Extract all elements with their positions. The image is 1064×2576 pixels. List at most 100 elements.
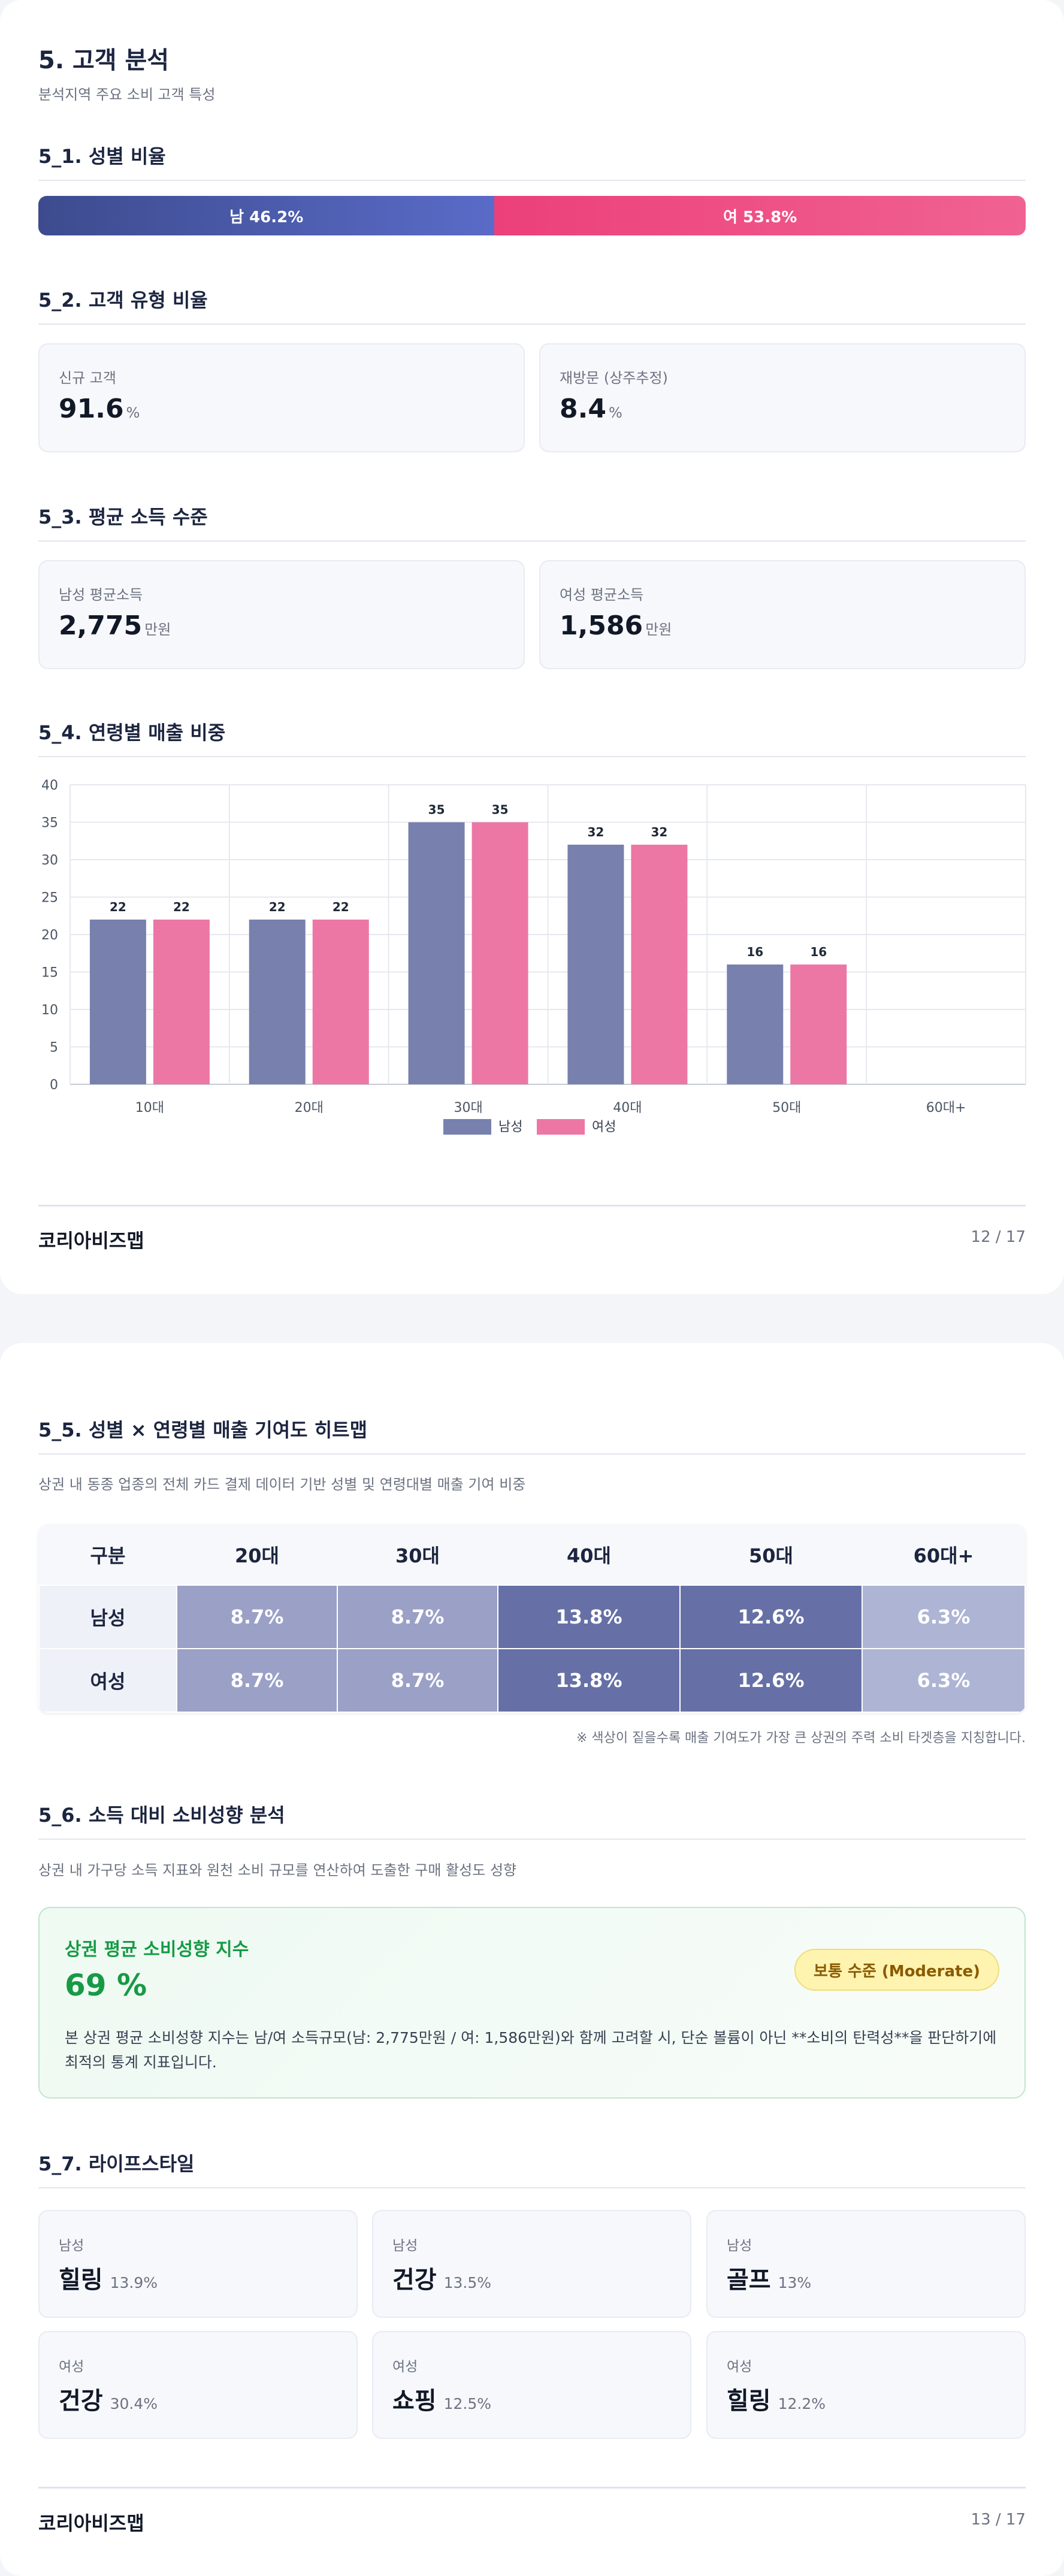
bar-female	[631, 845, 688, 1084]
heatmap-row-label: 남성	[38, 1585, 177, 1649]
heatmap-col-header: 30대	[337, 1524, 498, 1585]
lifestyle-percent: 12.5%	[443, 2395, 492, 2412]
report-page-12: 5. 고객 분석 분석지역 주요 소비 고객 특성 5_1. 성별 비율 남 4…	[0, 0, 1064, 1294]
male-segment: 남 46.2%	[38, 196, 495, 235]
lifestyle-keyword: 건강 30.4%	[59, 2381, 158, 2416]
heatmap-cell: 6.3%	[862, 1648, 1026, 1713]
bar-data-label: 22	[173, 900, 190, 914]
male-income-number: 2,775	[59, 610, 143, 641]
lifestyle-card: 여성 쇼핑 12.5%	[372, 2331, 691, 2439]
lifestyle-card: 남성 힐링 13.9%	[38, 2210, 358, 2318]
y-tick-label: 10	[41, 1003, 58, 1018]
bar-data-label: 22	[110, 900, 126, 914]
legend-swatch	[443, 1119, 491, 1135]
gender-ratio-bar: 남 46.2% 여 53.8%	[38, 196, 1026, 235]
heatmap-col-header: 60대+	[862, 1524, 1025, 1585]
bar-data-label: 22	[332, 900, 349, 914]
new-customer-number: 91.6	[59, 394, 124, 424]
heatmap-note: ※ 색상이 짙을수록 매출 기여도가 가장 큰 상권의 주력 소비 타겟층을 지…	[576, 1731, 1026, 1746]
new-customer-value: 91.6%	[59, 394, 140, 424]
lifestyle-keyword-text: 힐링	[59, 2266, 103, 2294]
bar-data-label: 16	[810, 945, 827, 959]
lifestyle-percent: 13.5%	[443, 2274, 492, 2291]
heatmap-cell: 13.8%	[497, 1585, 681, 1649]
heatmap-cell: 6.3%	[862, 1585, 1026, 1649]
legend-swatch	[537, 1119, 585, 1135]
lifestyle-card: 남성 건강 13.5%	[372, 2210, 691, 2318]
y-tick-label: 25	[41, 891, 58, 906]
lifestyle-card: 남성 골프 13%	[706, 2210, 1026, 2318]
propensity-description: 상권 내 가구당 소득 지표와 원천 소비 규모를 연산하여 도출한 구매 활성…	[38, 1862, 517, 1879]
bar-female	[471, 822, 528, 1084]
age-sales-bar-chart: 0 5 10 15 20 25 30 35 40 22 22 10대 22 22 20대 35 35 30대 32 3…	[41, 778, 1026, 1135]
return-customer-value: 8.4%	[560, 394, 622, 424]
bar-data-label: 35	[428, 803, 445, 817]
bar-male	[89, 920, 146, 1084]
heatmap-row-label: 여성	[38, 1648, 177, 1713]
y-tick-label: 0	[50, 1078, 58, 1093]
new-customer-label: 신규 고객	[59, 370, 116, 386]
male-income-label: 남성 평균소득	[59, 586, 143, 603]
female-income-card: 여성 평균소득 1,586 만원	[539, 560, 1026, 669]
age-sales-title: 5_4. 연령별 매출 비중	[38, 718, 1026, 757]
heatmap-corner: 구분	[39, 1524, 177, 1585]
y-tick-label: 5	[50, 1041, 58, 1056]
gender-ratio-title: 5_1. 성별 비율	[38, 141, 1026, 181]
heatmap-col-header: 50대	[680, 1524, 862, 1585]
y-tick-label: 40	[41, 778, 58, 793]
heatmap-header-row: 구분 20대 30대 40대 50대 60대+	[39, 1524, 1025, 1585]
propensity-box-title: 상권 평균 소비성향 지수	[65, 1939, 249, 1960]
bar-female	[153, 920, 210, 1084]
heatmap-cell: 13.8%	[497, 1648, 681, 1713]
lifestyle-percent: 13%	[778, 2274, 812, 2291]
propensity-level-badge: 보통 수준 (Moderate)	[794, 1949, 999, 1991]
x-tick-label: 30대	[454, 1100, 482, 1115]
x-tick-label: 10대	[135, 1100, 164, 1115]
bar-male	[249, 920, 306, 1084]
legend-label: 남성	[498, 1120, 522, 1135]
y-tick-label: 20	[41, 928, 58, 943]
legend-label: 여성	[592, 1120, 616, 1135]
lifestyle-gender: 남성	[59, 2238, 84, 2254]
heatmap-cell: 8.7%	[337, 1648, 498, 1713]
x-tick-label: 40대	[613, 1100, 642, 1115]
lifestyle-keyword-text: 건강	[392, 2266, 437, 2294]
heatmap-col-header: 40대	[498, 1524, 680, 1585]
heatmap-cell: 8.7%	[176, 1585, 338, 1649]
new-customer-card: 신규 고객 91.6%	[38, 343, 525, 452]
lifestyle-keyword: 건강 13.5%	[392, 2260, 491, 2295]
lifestyle-keyword-text: 쇼핑	[392, 2387, 437, 2415]
lifestyle-keyword: 힐링 12.2%	[727, 2381, 826, 2416]
propensity-title: 5_6. 소득 대비 소비성향 분석	[38, 1800, 1026, 1840]
heatmap-row-female: 여성 8.7% 8.7% 13.8% 12.6% 6.3%	[38, 1648, 1026, 1713]
bar-male	[727, 965, 784, 1084]
lifestyle-gender: 여성	[727, 2359, 752, 2375]
female-income-number: 1,586	[560, 610, 643, 641]
propensity-value: 69 %	[65, 1968, 147, 2003]
return-customer-unit: %	[608, 404, 622, 421]
heatmap-cell: 12.6%	[679, 1585, 863, 1649]
bar-female	[790, 965, 847, 1084]
female-segment: 여 53.8%	[494, 196, 1026, 235]
footer-brand: 코리아비즈맵	[38, 1229, 144, 1252]
footer-divider	[38, 1205, 1026, 1207]
lifestyle-percent: 13.9%	[110, 2274, 158, 2291]
heatmap-description: 상권 내 동종 업종의 전체 카드 결제 데이터 기반 성별 및 연령대별 매출…	[38, 1476, 526, 1493]
lifestyle-keyword-text: 힐링	[727, 2387, 771, 2415]
propensity-index-box: 상권 평균 소비성향 지수 69 % 보통 수준 (Moderate) 본 상권…	[38, 1907, 1026, 2099]
lifestyle-card: 여성 건강 30.4%	[38, 2331, 358, 2439]
bar-data-label: 32	[651, 825, 667, 839]
lifestyle-keyword: 힐링 13.9%	[59, 2260, 158, 2295]
bar-data-label: 16	[746, 945, 763, 959]
bar-data-label: 35	[492, 803, 509, 817]
y-tick-label: 35	[41, 816, 58, 831]
y-tick-label: 30	[41, 853, 58, 868]
lifestyle-keyword-text: 골프	[727, 2266, 771, 2294]
male-income-card: 남성 평균소득 2,775 만원	[38, 560, 525, 669]
heatmap-cell: 12.6%	[679, 1648, 863, 1713]
footer-page-number: 13 / 17	[971, 2511, 1026, 2529]
lifestyle-keyword: 쇼핑 12.5%	[392, 2381, 491, 2416]
x-tick-label: 50대	[772, 1100, 801, 1115]
footer-brand: 코리아비즈맵	[38, 2512, 144, 2535]
new-customer-unit: %	[126, 404, 140, 421]
